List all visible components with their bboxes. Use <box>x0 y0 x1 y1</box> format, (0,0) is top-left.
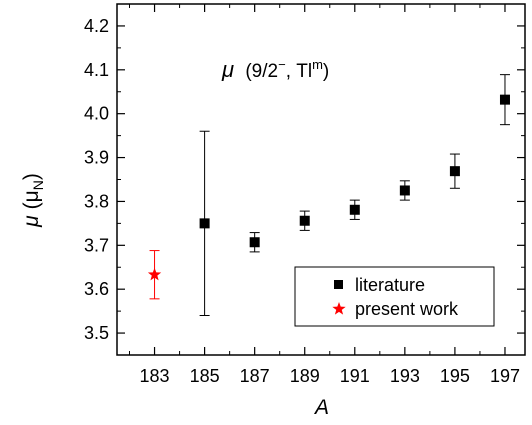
data-point-literature <box>399 185 410 196</box>
legend: literature present work <box>294 266 495 327</box>
annotation-parity: − <box>278 57 286 72</box>
data-marks <box>147 74 510 317</box>
y-axis-symbol: μ <box>20 215 43 228</box>
data-point-literature <box>449 166 460 177</box>
annotation-element: , Tl <box>286 61 312 82</box>
legend-box <box>294 266 495 327</box>
legend-marker-present-work <box>332 302 346 315</box>
y-axis-title: μ(μN) <box>20 173 46 228</box>
x-tick-label: 195 <box>440 366 470 386</box>
data-point-literature <box>349 204 360 215</box>
y-tick-label: 3.6 <box>84 279 109 299</box>
x-tick-label: 187 <box>240 366 270 386</box>
y-tick-label: 3.8 <box>84 191 109 211</box>
data-point-literature <box>249 237 260 248</box>
legend-marker-literature <box>334 280 343 289</box>
y-tick-label: 3.5 <box>84 323 109 343</box>
y-tick-label: 3.9 <box>84 148 109 168</box>
data-point-literature <box>199 218 210 229</box>
plot-annotation: μ (9/2−, Tlm) <box>221 57 329 82</box>
x-axis-title: A <box>313 396 329 419</box>
y-axis-unit-subscript: N <box>30 180 46 190</box>
data-point-literature <box>299 215 310 226</box>
x-tick-label: 183 <box>140 366 170 386</box>
annotation-symbol: μ <box>221 57 234 82</box>
x-tick-label: 193 <box>390 366 420 386</box>
y-tick-label: 3.7 <box>84 235 109 255</box>
x-tick-label: 189 <box>290 366 320 386</box>
y-tick-label: 4.0 <box>84 104 109 124</box>
y-tick-label: 4.2 <box>84 16 109 36</box>
legend-label-present-work: present work <box>355 299 459 319</box>
annotation-isomer: m <box>312 57 323 72</box>
y-tick-label: 4.1 <box>84 60 109 80</box>
data-point-present-work <box>147 267 162 281</box>
data-point-literature <box>499 94 510 105</box>
axis-ticks: 183 185 187 189 191 193 195 197 3.5 3.6 3.7 3.8 3.9 4… <box>84 3 525 386</box>
annotation-spin: 9/2 <box>252 61 278 82</box>
x-tick-label: 197 <box>490 366 520 386</box>
x-tick-label: 191 <box>340 366 370 386</box>
x-tick-label: 185 <box>190 366 220 386</box>
legend-label-literature: literature <box>355 275 425 295</box>
y-axis-unit: μ <box>20 190 43 202</box>
